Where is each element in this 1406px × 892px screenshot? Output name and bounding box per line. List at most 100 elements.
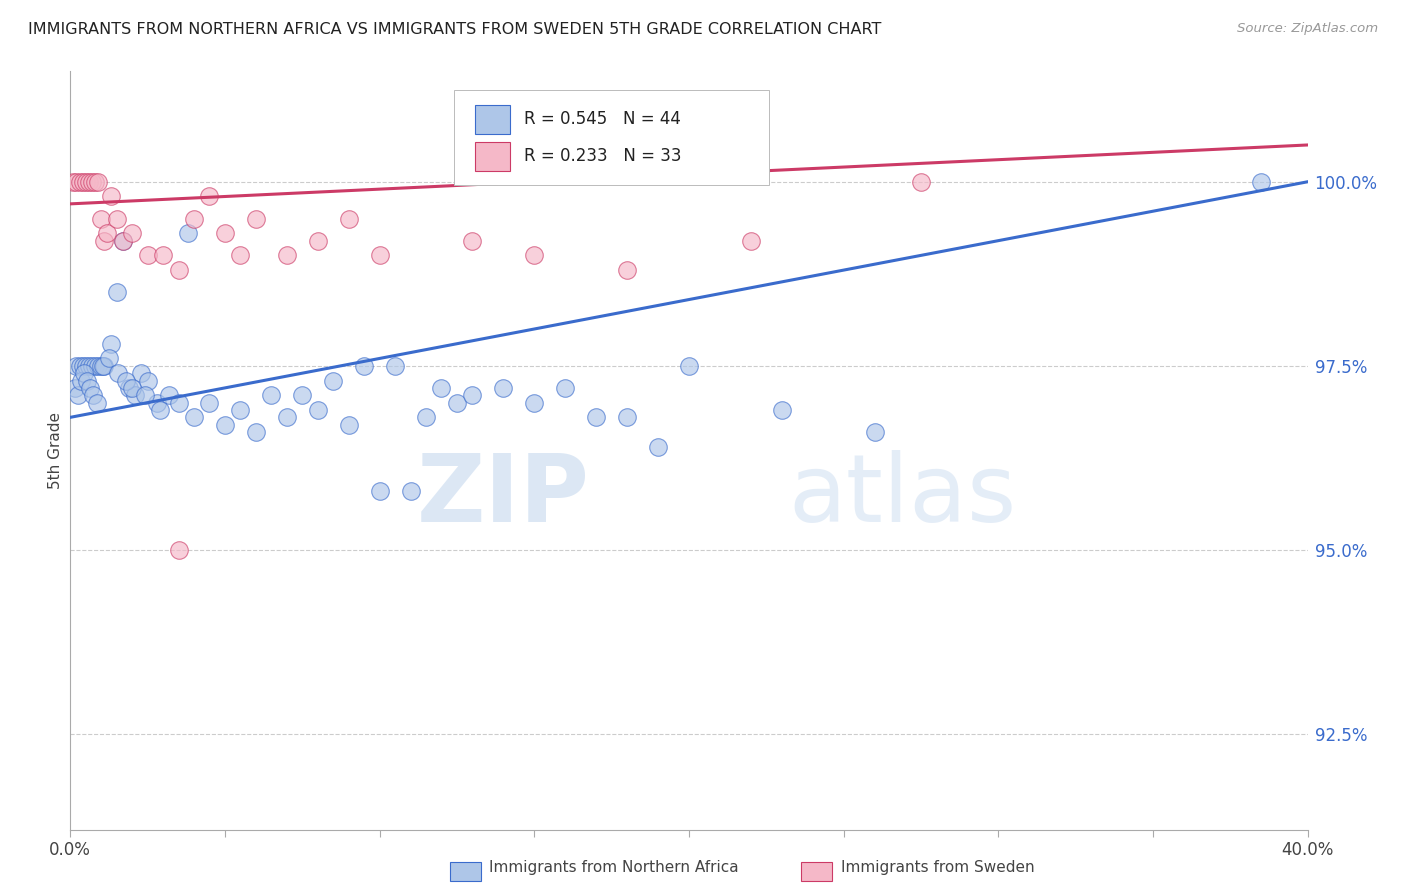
- Point: [167, 263, 190, 277]
- Point: [149, 403, 172, 417]
- Point: [67, 388, 90, 402]
- Point: [82, 388, 105, 402]
- Point: [84, 359, 107, 373]
- Point: [65, 175, 87, 189]
- Point: [214, 227, 236, 241]
- Point: [136, 374, 159, 388]
- Point: [368, 248, 391, 262]
- Point: [276, 248, 298, 262]
- Point: [291, 388, 314, 402]
- Text: atlas: atlas: [787, 450, 1017, 542]
- Text: R = 0.233   N = 33: R = 0.233 N = 33: [524, 147, 682, 165]
- Point: [214, 417, 236, 432]
- Text: R = 0.545   N = 44: R = 0.545 N = 44: [524, 110, 682, 128]
- Point: [105, 285, 128, 300]
- Point: [98, 351, 120, 366]
- Point: [183, 410, 205, 425]
- Point: [245, 211, 267, 226]
- Point: [863, 425, 886, 439]
- Point: [322, 374, 344, 388]
- Point: [647, 440, 669, 454]
- Point: [111, 234, 134, 248]
- Point: [100, 189, 122, 203]
- Bar: [475, 142, 509, 170]
- Point: [307, 403, 329, 417]
- Point: [62, 175, 84, 189]
- Point: [100, 336, 122, 351]
- Y-axis label: 5th Grade: 5th Grade: [48, 412, 63, 489]
- Point: [167, 542, 190, 557]
- Point: [616, 263, 638, 277]
- Point: [554, 381, 576, 395]
- Point: [75, 359, 97, 373]
- Point: [72, 175, 94, 189]
- Point: [368, 483, 391, 498]
- Point: [107, 366, 129, 380]
- Point: [523, 248, 546, 262]
- Point: [446, 395, 468, 409]
- Point: [167, 395, 190, 409]
- Point: [121, 381, 143, 395]
- Point: [678, 359, 700, 373]
- Text: Immigrants from Northern Africa: Immigrants from Northern Africa: [489, 860, 740, 874]
- Point: [96, 227, 118, 241]
- Point: [157, 388, 180, 402]
- Point: [124, 388, 146, 402]
- FancyBboxPatch shape: [454, 90, 769, 186]
- Point: [111, 234, 134, 248]
- Text: Source: ZipAtlas.com: Source: ZipAtlas.com: [1237, 22, 1378, 36]
- Point: [770, 403, 793, 417]
- Point: [353, 359, 375, 373]
- Point: [118, 381, 141, 395]
- Point: [79, 381, 101, 395]
- Point: [337, 417, 360, 432]
- Point: [86, 395, 108, 409]
- Point: [415, 410, 437, 425]
- Point: [84, 175, 107, 189]
- Point: [76, 374, 98, 388]
- Point: [90, 359, 112, 373]
- Point: [77, 359, 100, 373]
- Point: [72, 359, 94, 373]
- Point: [146, 395, 169, 409]
- Point: [136, 248, 159, 262]
- Point: [69, 359, 91, 373]
- Point: [229, 248, 252, 262]
- Point: [80, 175, 103, 189]
- Point: [198, 189, 221, 203]
- Point: [134, 388, 156, 402]
- Point: [384, 359, 406, 373]
- Point: [740, 234, 762, 248]
- Point: [91, 359, 114, 373]
- Point: [198, 395, 221, 409]
- Point: [87, 175, 110, 189]
- Point: [70, 374, 93, 388]
- Point: [65, 359, 87, 373]
- Point: [115, 374, 138, 388]
- Point: [87, 359, 110, 373]
- Point: [152, 248, 174, 262]
- Point: [461, 388, 484, 402]
- Point: [131, 366, 153, 380]
- Point: [75, 175, 97, 189]
- Point: [121, 227, 143, 241]
- Point: [90, 211, 112, 226]
- Point: [183, 211, 205, 226]
- Point: [276, 410, 298, 425]
- Point: [229, 403, 252, 417]
- Text: Immigrants from Sweden: Immigrants from Sweden: [841, 860, 1035, 874]
- Point: [105, 211, 128, 226]
- Text: IMMIGRANTS FROM NORTHERN AFRICA VS IMMIGRANTS FROM SWEDEN 5TH GRADE CORRELATION : IMMIGRANTS FROM NORTHERN AFRICA VS IMMIG…: [28, 22, 882, 37]
- Point: [461, 234, 484, 248]
- Point: [585, 410, 607, 425]
- Point: [93, 234, 115, 248]
- Point: [80, 359, 103, 373]
- Point: [399, 483, 422, 498]
- Text: ZIP: ZIP: [418, 450, 591, 542]
- Point: [73, 366, 96, 380]
- Point: [492, 381, 515, 395]
- Point: [260, 388, 283, 402]
- Point: [307, 234, 329, 248]
- Point: [1250, 175, 1272, 189]
- Point: [177, 227, 200, 241]
